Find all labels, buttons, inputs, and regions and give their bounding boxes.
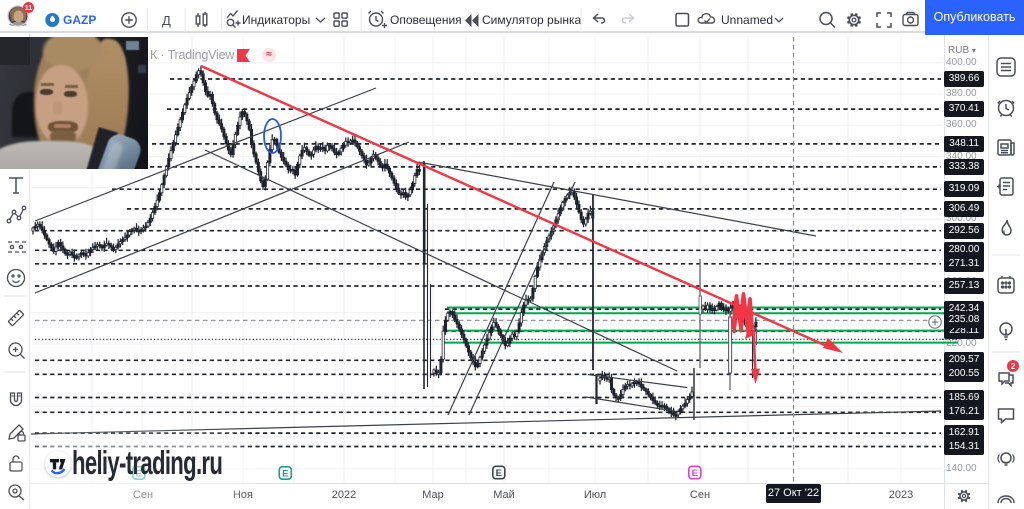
svg-text:E: E	[282, 468, 288, 479]
svg-text:Оповещения: Оповещения	[390, 13, 462, 27]
svg-text:2: 2	[1011, 362, 1016, 371]
svg-text:Unnamed: Unnamed	[721, 13, 773, 27]
svg-text:E: E	[692, 468, 698, 479]
svg-text:GAZP: GAZP	[63, 13, 96, 27]
svg-text:Д: Д	[162, 13, 171, 28]
svg-text:11: 11	[25, 5, 33, 12]
svg-text:Симулятор рынка: Симулятор рынка	[482, 13, 581, 27]
svg-text:E: E	[496, 468, 502, 479]
svg-text:Индикаторы: Индикаторы	[242, 13, 310, 27]
